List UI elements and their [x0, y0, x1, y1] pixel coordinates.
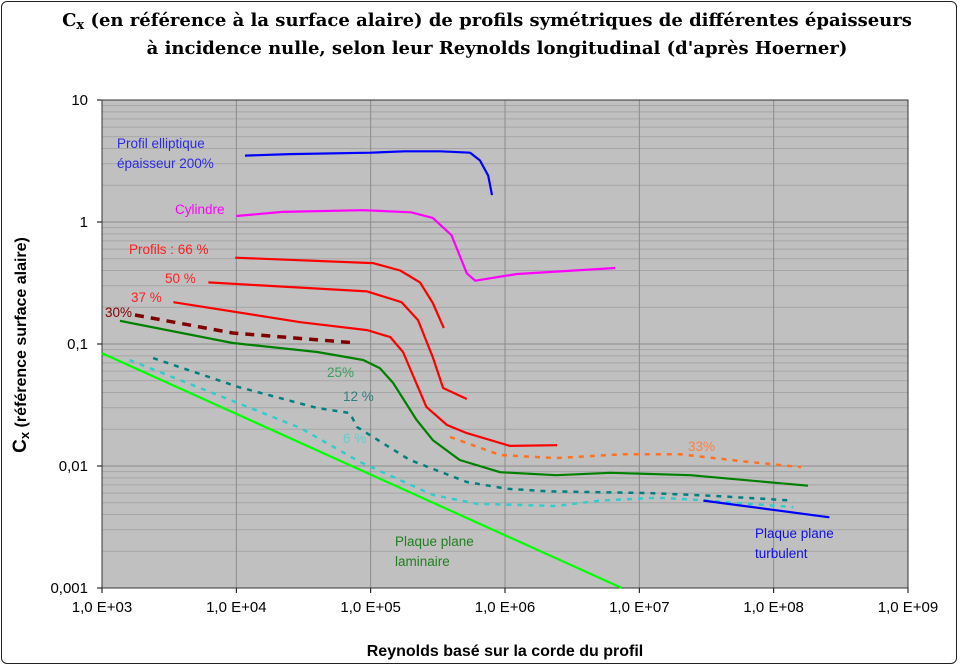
annotation-group: Profil elliptique épaisseur 200% Cylindre P…: [105, 136, 834, 569]
series-label: 12 %: [343, 389, 374, 404]
series-label: épaisseur 200%: [117, 156, 214, 171]
series-line-12: [703, 499, 830, 519]
chart-title-line2: à incidence nulle, selon leur Reynolds l…: [147, 38, 848, 59]
x-tick-label: 1,0 E+03: [72, 599, 132, 616]
y-tick-label: 0,01: [59, 458, 88, 475]
series-label: 37 %: [131, 290, 162, 305]
plot-border: [101, 99, 909, 589]
series-group: [101, 150, 830, 590]
series-line-5: [173, 301, 558, 447]
x-tick-label: 1,0 E+07: [609, 599, 669, 616]
x-tick-label: 1,0 E+09: [878, 599, 938, 616]
series-label: turbulent: [755, 546, 808, 561]
series-label: Profil elliptique: [117, 136, 205, 151]
series-label: Profils : 66 %: [129, 242, 209, 257]
series-label: 30%: [105, 305, 132, 320]
series-line-3: [235, 256, 445, 329]
series-label: 25%: [327, 365, 354, 380]
x-tick-label: 1,0 E+06: [475, 599, 535, 616]
series-label: laminaire: [395, 554, 450, 569]
series-line-1: [244, 150, 494, 196]
series-line-11: [101, 352, 623, 590]
series-label: 50 %: [165, 271, 196, 286]
y-tick-label: 1: [80, 214, 88, 231]
series-line-6: [134, 313, 358, 345]
series-line-2: [236, 209, 616, 282]
y-axis-label: Cx (référence surface alaire): [10, 237, 32, 453]
series-label: 33%: [688, 439, 715, 454]
series-label: Cylindre: [175, 202, 225, 217]
series-line-4: [208, 281, 468, 400]
y-tick-label: 0,001: [50, 580, 88, 597]
x-tick-label: 1,0 E+05: [340, 599, 400, 616]
series-line-7: [119, 319, 809, 487]
series-label: 6 %: [343, 431, 366, 446]
series-line-10: [449, 435, 802, 469]
series-label: Plaque plane: [755, 526, 834, 541]
series-line-9: [128, 358, 794, 509]
chart-title-line1: Cx (en référence à la surface alaire) de…: [62, 10, 912, 33]
series-label: Plaque plane: [395, 534, 474, 549]
tick-labels: 1,0 E+03 1,0 E+04 1,0 E+05 1,0 E+06 1,0 E+07…: [50, 92, 938, 616]
x-tick-label: 1,0 E+08: [743, 599, 803, 616]
grid: [97, 99, 909, 593]
y-tick-label: 0,1: [67, 336, 88, 353]
x-axis-label: Reynolds basé sur la corde du profil: [367, 643, 644, 660]
y-tick-label: 10: [71, 92, 88, 109]
x-tick-label: 1,0 E+04: [206, 599, 266, 616]
